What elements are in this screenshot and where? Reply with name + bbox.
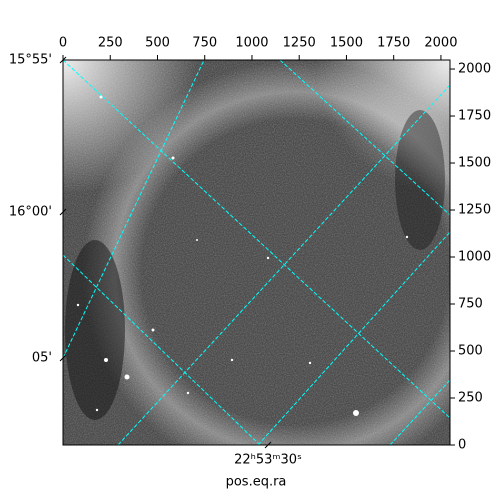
wcs-y-tick [59,56,67,64]
y-tick-label: 1000 [458,250,491,265]
x-tick-label: 250 [98,36,123,51]
y-tick-label: 0 [458,438,466,453]
y-tick-label: 500 [458,344,483,359]
wcs-x-tick [264,441,272,449]
wcs-y-tick [59,208,67,216]
x-tick-label: 500 [145,36,170,51]
x-tick-label: 1500 [330,36,363,51]
x-tick-label: 1250 [283,36,316,51]
sky-image [63,60,450,445]
wcs-y-tick-label: 16°00' [9,205,52,220]
wcs-x-tick-label: 22ʰ53ᵐ30ˢ [234,453,302,468]
y-tick-label: 1500 [458,156,491,171]
x-tick-label: 2000 [424,36,457,51]
plot-frame [62,59,451,446]
wcs-y-tick-label: 15°55' [9,53,52,68]
y-tick-label: 1750 [458,109,491,124]
x-tick-label: 1750 [377,36,410,51]
y-tick-label: 2000 [458,62,491,77]
y-tick-label: 1250 [458,203,491,218]
y-tick-label: 250 [458,391,483,406]
x-tick-label: 750 [192,36,217,51]
wcs-y-tick [59,354,67,362]
x-tick-label: 0 [59,36,67,51]
x-tick-label: 1000 [235,36,268,51]
y-tick-label: 750 [458,297,483,312]
coordinate-grid [63,60,450,445]
wcs-y-tick-label: 05' [32,351,52,366]
x-axis-label: pos.eq.ra [226,475,287,490]
